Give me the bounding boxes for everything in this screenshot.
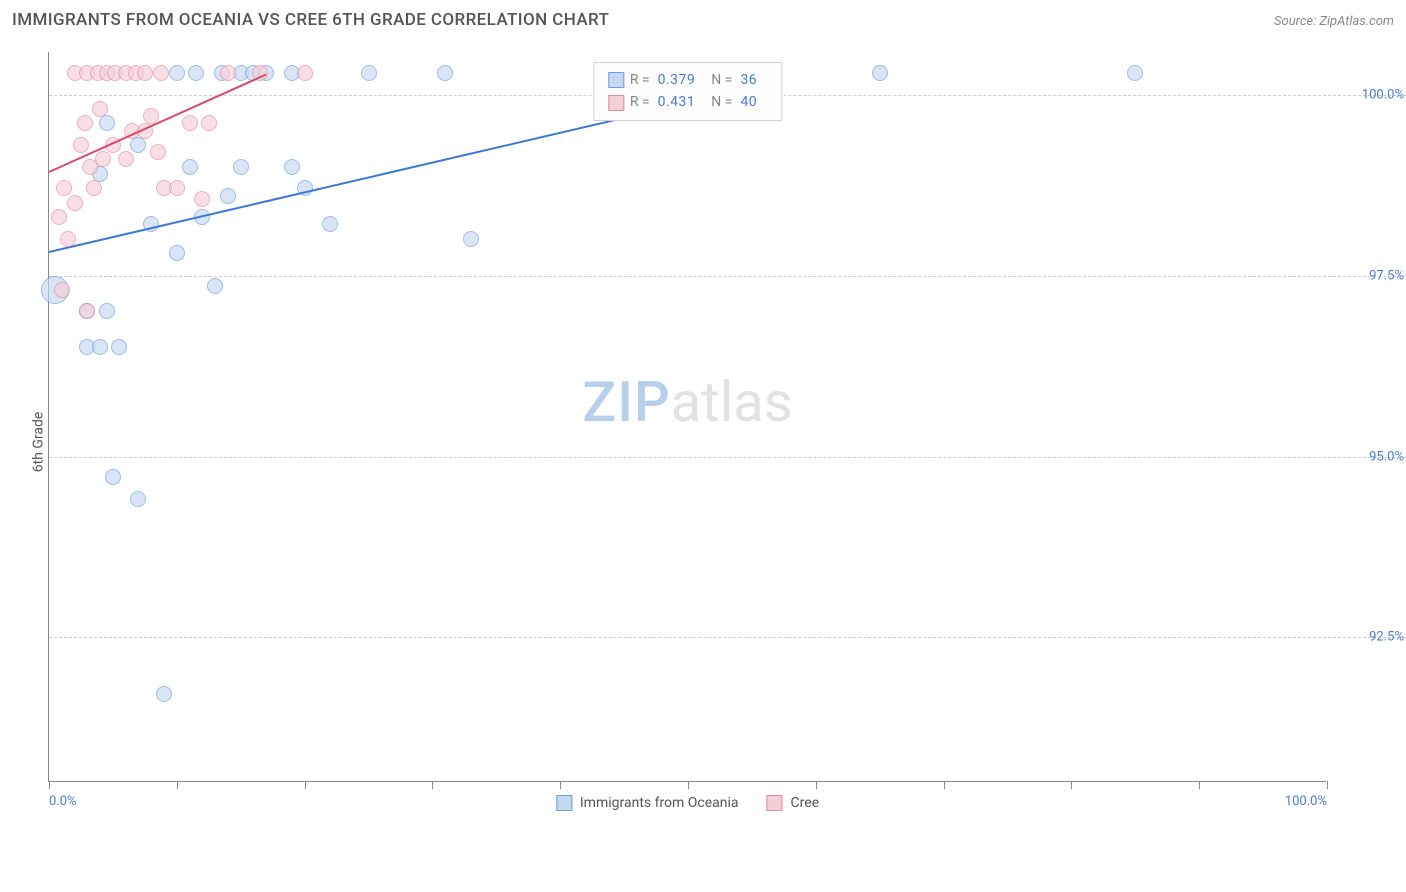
scatter-point	[169, 245, 185, 261]
gridline	[49, 457, 1406, 458]
x-tick	[177, 781, 178, 789]
r-label: R =	[630, 69, 650, 91]
scatter-point	[169, 180, 185, 196]
x-tick	[305, 781, 306, 789]
scatter-point	[105, 469, 121, 485]
n-label: N =	[711, 69, 732, 91]
plot-area: ZIPatlas R = 0.379 N = 36 R = 0.431 N = …	[48, 52, 1326, 782]
y-tick-label: 92.5%	[1334, 630, 1404, 645]
scatter-point	[92, 101, 108, 117]
y-axis-title: 6th Grade	[30, 412, 46, 473]
scatter-point	[361, 65, 377, 81]
scatter-point	[130, 137, 146, 153]
scatter-point	[67, 195, 83, 211]
x-tick	[816, 781, 817, 789]
gridline	[49, 637, 1406, 638]
scatter-point	[77, 115, 93, 131]
scatter-point	[56, 180, 72, 196]
n-label: N =	[711, 91, 732, 113]
r-label: R =	[630, 91, 650, 113]
x-tick	[1071, 781, 1072, 789]
x-tick	[688, 781, 689, 789]
legend-swatch	[767, 795, 783, 811]
scatter-point	[188, 65, 204, 81]
scatter-point	[150, 144, 166, 160]
scatter-point	[99, 115, 115, 131]
legend-swatch-oceania	[608, 72, 624, 88]
watermark-zip: ZIP	[582, 369, 670, 435]
scatter-point	[86, 180, 102, 196]
scatter-point	[137, 65, 153, 81]
scatter-point	[118, 151, 134, 167]
watermark-atlas: atlas	[671, 369, 793, 435]
scatter-point	[95, 151, 111, 167]
scatter-point	[99, 303, 115, 319]
scatter-point	[60, 231, 76, 247]
scatter-point	[182, 115, 198, 131]
scatter-point	[437, 65, 453, 81]
scatter-point	[169, 65, 185, 81]
legend-item: Immigrants from Oceania	[556, 795, 739, 811]
chart-title: IMMIGRANTS FROM OCEANIA VS CREE 6TH GRAD…	[12, 10, 609, 30]
legend-swatch	[556, 795, 572, 811]
n-value-cree: 40	[740, 91, 757, 113]
scatter-point	[73, 137, 89, 153]
legend-stats-row-cree: R = 0.431 N = 40	[608, 91, 767, 113]
y-tick-label: 95.0%	[1334, 449, 1404, 464]
scatter-point	[54, 282, 70, 298]
scatter-point	[297, 65, 313, 81]
scatter-point	[322, 216, 338, 232]
scatter-point	[220, 188, 236, 204]
legend-stats-row-oceania: R = 0.379 N = 36	[608, 69, 767, 91]
scatter-point	[233, 159, 249, 175]
scatter-point	[207, 278, 223, 294]
scatter-point	[111, 339, 127, 355]
x-tick-label: 0.0%	[49, 794, 77, 809]
x-tick	[432, 781, 433, 789]
y-tick-label: 100.0%	[1334, 88, 1404, 103]
x-tick	[944, 781, 945, 789]
scatter-point	[79, 303, 95, 319]
gridline	[49, 276, 1406, 277]
watermark: ZIPatlas	[582, 369, 792, 435]
chart-container: 6th Grade ZIPatlas R = 0.379 N = 36 R = …	[0, 42, 1406, 842]
scatter-point	[130, 491, 146, 507]
x-tick-label: 100.0%	[1285, 794, 1327, 809]
r-value-cree: 0.431	[658, 91, 696, 113]
legend-stats: R = 0.379 N = 36 R = 0.431 N = 40	[593, 62, 782, 121]
scatter-point	[156, 686, 172, 702]
scatter-point	[51, 209, 67, 225]
scatter-point	[220, 65, 236, 81]
legend-label: Cree	[791, 795, 820, 811]
legend-item: Cree	[767, 795, 820, 811]
x-tick	[1327, 781, 1328, 789]
r-value-oceania: 0.379	[658, 69, 696, 91]
legend-swatch-cree	[608, 95, 624, 111]
x-tick	[1199, 781, 1200, 789]
scatter-point	[872, 65, 888, 81]
x-tick	[560, 781, 561, 789]
x-tick	[49, 781, 50, 789]
legend-label: Immigrants from Oceania	[580, 795, 739, 811]
scatter-point	[153, 65, 169, 81]
source-attribution: Source: ZipAtlas.com	[1274, 14, 1394, 29]
scatter-point	[1127, 65, 1143, 81]
scatter-point	[284, 159, 300, 175]
scatter-point	[194, 191, 210, 207]
scatter-point	[201, 115, 217, 131]
scatter-point	[92, 339, 108, 355]
header: IMMIGRANTS FROM OCEANIA VS CREE 6TH GRAD…	[12, 10, 1394, 30]
legend-series: Immigrants from Oceania Cree	[556, 795, 819, 811]
y-tick-label: 97.5%	[1334, 269, 1404, 284]
scatter-point	[463, 231, 479, 247]
scatter-point	[182, 159, 198, 175]
n-value-oceania: 36	[740, 69, 757, 91]
